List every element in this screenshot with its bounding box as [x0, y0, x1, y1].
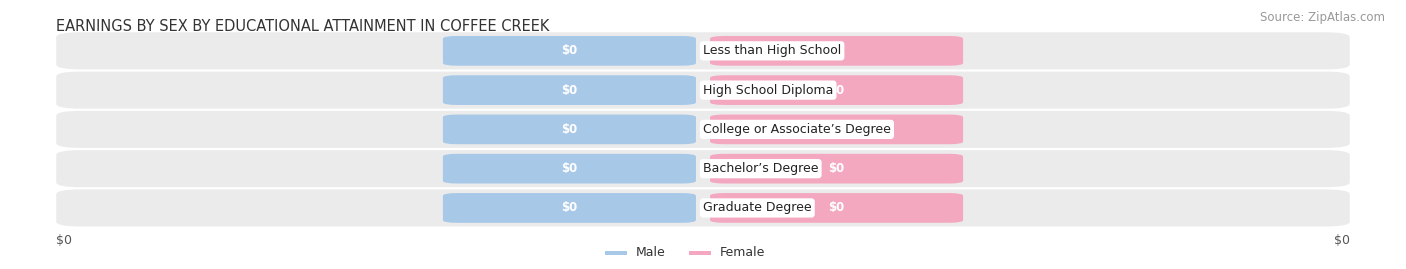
Text: College or Associate’s Degree: College or Associate’s Degree — [703, 123, 891, 136]
Text: Graduate Degree: Graduate Degree — [703, 201, 811, 214]
Text: $0: $0 — [828, 123, 845, 136]
Text: $0: $0 — [828, 44, 845, 57]
Text: Bachelor’s Degree: Bachelor’s Degree — [703, 162, 818, 175]
Text: $0: $0 — [561, 201, 578, 214]
Text: Source: ZipAtlas.com: Source: ZipAtlas.com — [1260, 11, 1385, 24]
Text: $0: $0 — [561, 84, 578, 97]
Text: $0: $0 — [561, 44, 578, 57]
Text: High School Diploma: High School Diploma — [703, 84, 834, 97]
Text: $0: $0 — [561, 123, 578, 136]
Text: EARNINGS BY SEX BY EDUCATIONAL ATTAINMENT IN COFFEE CREEK: EARNINGS BY SEX BY EDUCATIONAL ATTAINMEN… — [56, 19, 550, 34]
Text: $0: $0 — [828, 162, 845, 175]
Text: $0: $0 — [828, 84, 845, 97]
Text: $0: $0 — [1334, 234, 1350, 247]
Text: $0: $0 — [56, 234, 72, 247]
Text: Less than High School: Less than High School — [703, 44, 841, 57]
Text: $0: $0 — [828, 201, 845, 214]
Text: Female: Female — [720, 246, 765, 259]
Text: $0: $0 — [561, 162, 578, 175]
Text: Male: Male — [636, 246, 665, 259]
